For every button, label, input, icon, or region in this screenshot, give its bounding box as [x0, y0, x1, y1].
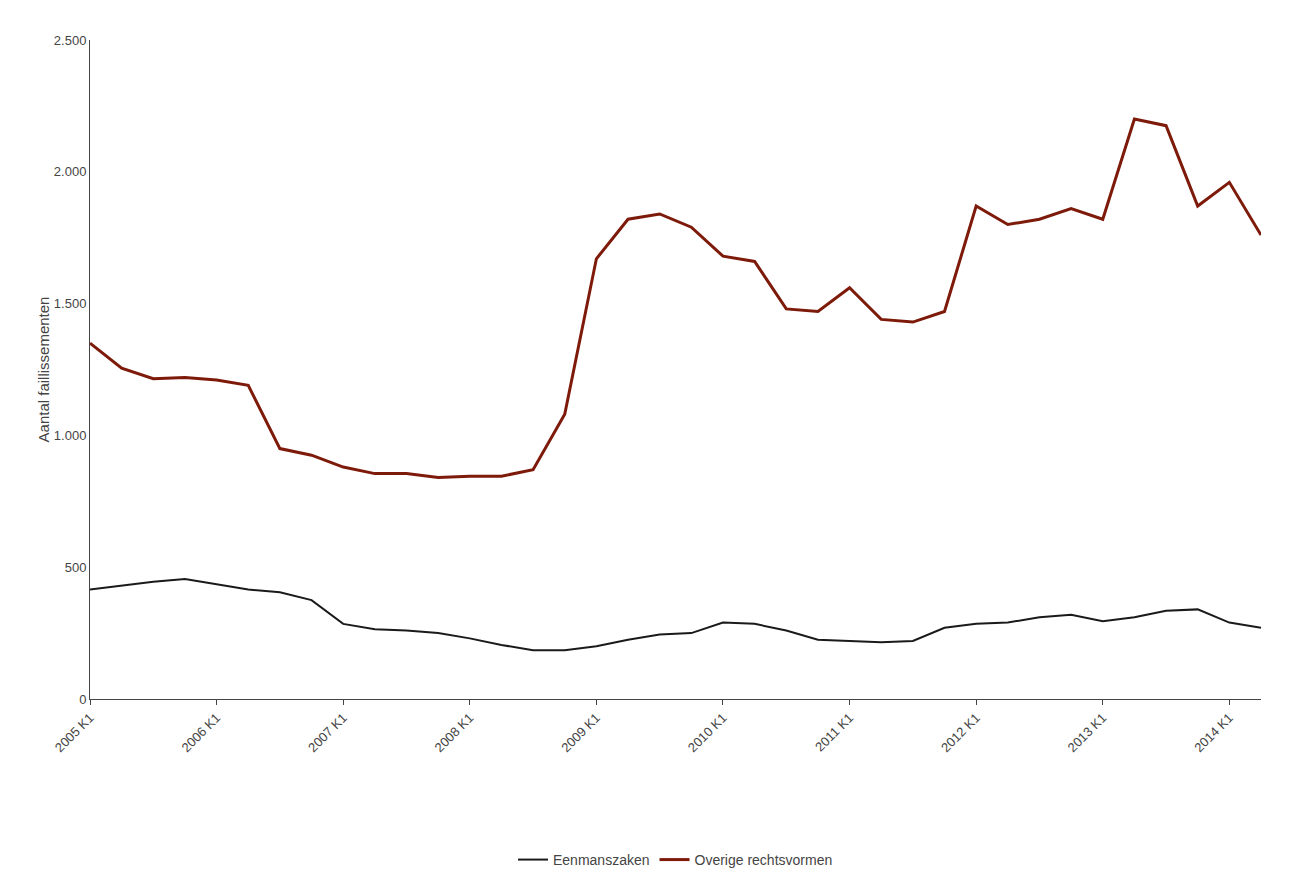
svg-text:1.000: 1.000	[54, 428, 87, 443]
svg-text:2014 K1: 2014 K1	[1191, 710, 1236, 755]
svg-text:2008 K1: 2008 K1	[432, 710, 477, 755]
svg-text:Eenmanszaken: Eenmanszaken	[553, 852, 650, 868]
svg-text:1.500: 1.500	[54, 296, 87, 311]
svg-text:500: 500	[65, 560, 87, 575]
svg-text:2005 K1: 2005 K1	[52, 710, 97, 755]
svg-text:2007 K1: 2007 K1	[305, 710, 350, 755]
svg-text:2006 K1: 2006 K1	[178, 710, 223, 755]
svg-text:2013 K1: 2013 K1	[1065, 710, 1110, 755]
svg-text:2012 K1: 2012 K1	[938, 710, 983, 755]
svg-text:2011 K1: 2011 K1	[812, 710, 856, 754]
svg-text:Overige rechtsvormen: Overige rechtsvormen	[695, 852, 833, 868]
svg-text:Aantal faillissementen: Aantal faillissementen	[35, 297, 52, 443]
svg-text:2010 K1: 2010 K1	[685, 710, 730, 755]
svg-text:0: 0	[79, 692, 86, 707]
svg-text:2.000: 2.000	[54, 164, 87, 179]
svg-text:2009 K1: 2009 K1	[558, 710, 603, 755]
svg-text:2.500: 2.500	[54, 33, 87, 48]
